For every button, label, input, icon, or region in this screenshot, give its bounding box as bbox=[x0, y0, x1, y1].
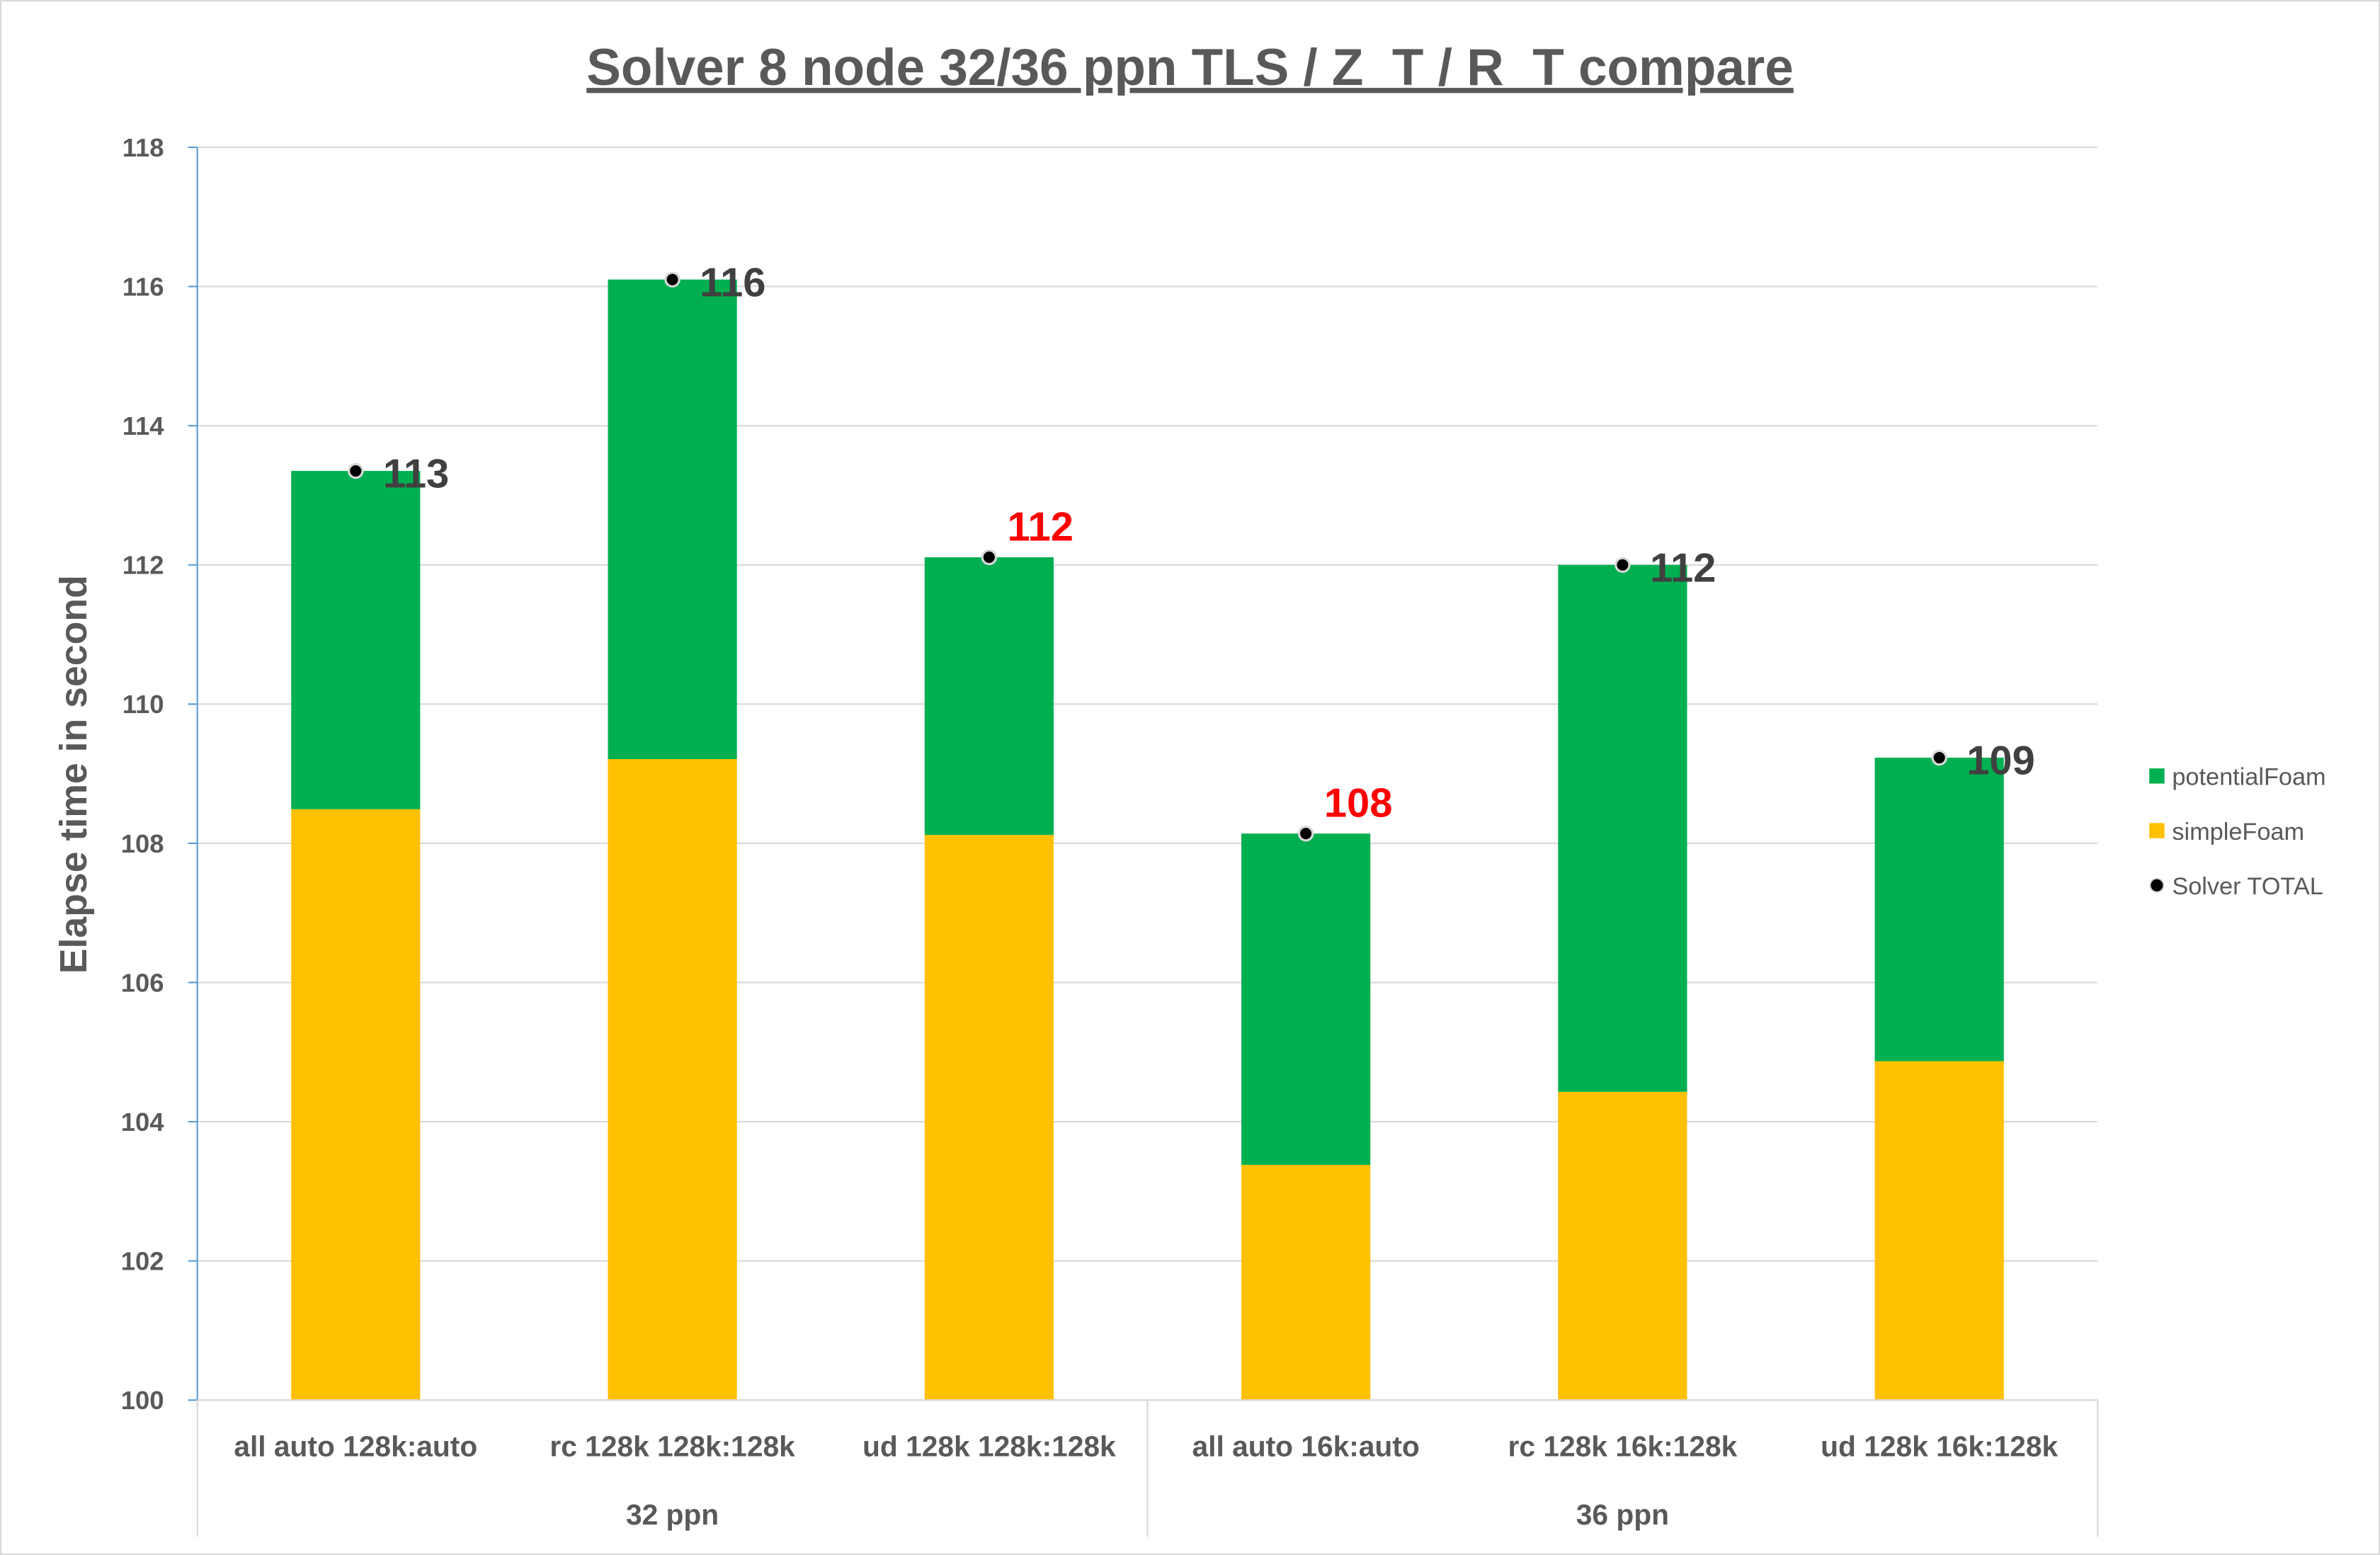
solver-total-marker bbox=[1615, 557, 1631, 574]
x-category-label: rc 128k 16k:128k bbox=[1508, 1430, 1738, 1463]
y-tick-label: 118 bbox=[123, 133, 164, 162]
y-tick-label: 106 bbox=[121, 968, 164, 997]
data-label: 113 bbox=[383, 452, 449, 497]
data-label: 108 bbox=[1324, 781, 1393, 826]
data-label: 112 bbox=[1008, 504, 1074, 549]
y-axis-label: Elapse time in second bbox=[52, 575, 95, 974]
solver-total-marker bbox=[981, 549, 998, 566]
x-category-label: all auto 16k:auto bbox=[1192, 1430, 1420, 1463]
bars: 113 116 112 108 112 109 bbox=[291, 260, 2035, 1401]
solver-total-marker bbox=[664, 271, 681, 288]
x-category-label: all auto 128k:auto bbox=[234, 1430, 477, 1463]
solver-total-marker bbox=[348, 462, 364, 479]
y-tick-label: 110 bbox=[123, 690, 164, 719]
x-category-label: ud 128k 128k:128k bbox=[862, 1430, 1116, 1463]
bar-simplefoam bbox=[924, 835, 1054, 1401]
bar-potentialfoam bbox=[608, 279, 737, 759]
data-label: 116 bbox=[700, 260, 765, 305]
x-axis: all auto 128k:auto rc 128k 128k:128k ud 12… bbox=[196, 1399, 2099, 1537]
y-tick-label: 102 bbox=[121, 1247, 164, 1276]
bar-potentialfoam bbox=[1558, 564, 1687, 1092]
legend-swatch bbox=[2149, 823, 2165, 838]
y-tick-label: 100 bbox=[121, 1386, 164, 1415]
bar-simplefoam bbox=[1241, 1165, 1371, 1401]
legend-label: potentialFoam bbox=[2172, 764, 2325, 791]
bar-potentialfoam bbox=[1241, 833, 1371, 1166]
bar-simplefoam bbox=[608, 758, 737, 1401]
y-tick-label: 114 bbox=[123, 411, 165, 440]
data-label: 112 bbox=[1650, 545, 1716, 591]
legend-label: simpleFoam bbox=[2172, 819, 2304, 845]
chart-title: Solver 8 node 32/36 ppn TLS / Z_T / R_T … bbox=[586, 39, 1794, 96]
x-category-label: rc 128k 128k:128k bbox=[550, 1430, 795, 1463]
x-group-label: 32 ppn bbox=[626, 1498, 719, 1531]
x-category-label: ud 128k 16k:128k bbox=[1821, 1430, 2058, 1463]
legend-label: Solver TOTAL bbox=[2172, 873, 2323, 900]
solver-total-marker bbox=[1931, 749, 1947, 766]
legend: potentialFoam simpleFoam Solver TOTAL bbox=[2149, 764, 2326, 900]
y-tick-label: 108 bbox=[121, 829, 164, 858]
y-tick-label: 112 bbox=[123, 551, 164, 580]
solver-total-marker bbox=[1297, 825, 1314, 842]
bar-simplefoam bbox=[1558, 1091, 1687, 1401]
y-tick-label: 116 bbox=[123, 272, 164, 301]
bar-potentialfoam bbox=[924, 557, 1054, 836]
bar-potentialfoam bbox=[1874, 758, 2004, 1061]
y-tick-label: 104 bbox=[121, 1107, 165, 1137]
x-group-label: 36 ppn bbox=[1576, 1498, 1669, 1531]
data-label: 109 bbox=[1966, 739, 2035, 784]
bar-simplefoam bbox=[1874, 1061, 2004, 1401]
y-axis-ticks: 100 102 104 106 108 110 112 114 116 118 bbox=[121, 133, 198, 1415]
bar-potentialfoam bbox=[291, 471, 421, 809]
bar-simplefoam bbox=[291, 809, 421, 1401]
legend-swatch bbox=[2149, 768, 2165, 784]
legend-marker bbox=[2149, 877, 2165, 893]
